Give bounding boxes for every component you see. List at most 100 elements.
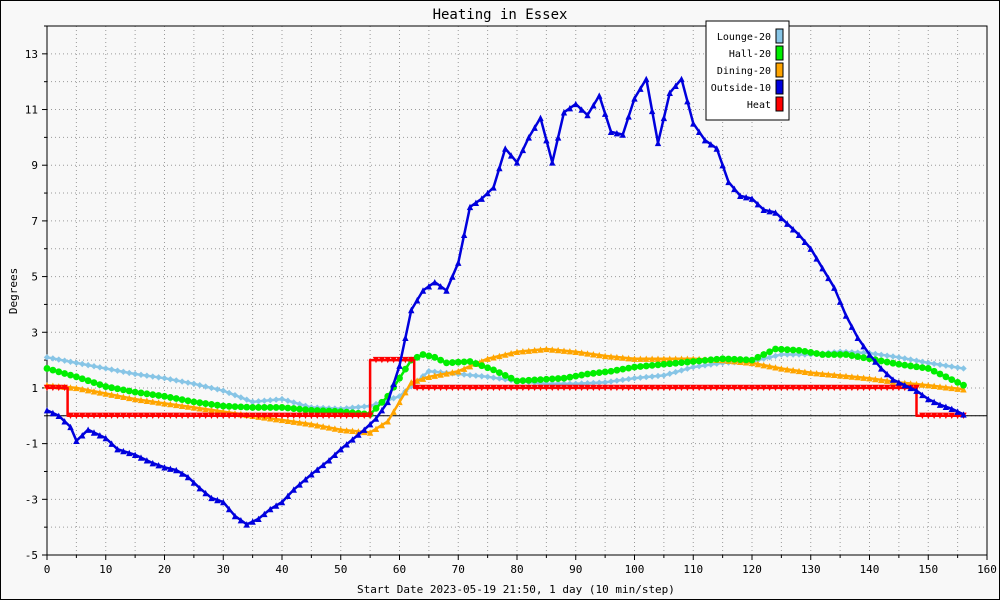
data-point-hall-20 bbox=[378, 399, 385, 406]
data-point-hall-20 bbox=[743, 356, 750, 363]
data-point-hall-20 bbox=[496, 369, 503, 376]
data-point-hall-20 bbox=[631, 364, 638, 371]
data-point-hall-20 bbox=[96, 381, 103, 388]
data-point-hall-20 bbox=[596, 369, 603, 376]
legend-label-hall-20: Hall-20 bbox=[729, 49, 771, 60]
data-point-hall-20 bbox=[696, 358, 703, 365]
data-point-hall-20 bbox=[643, 363, 650, 370]
data-point-hall-20 bbox=[860, 354, 867, 361]
data-point-hall-20 bbox=[232, 403, 239, 410]
data-point-hall-20 bbox=[931, 368, 938, 375]
data-point-hall-20 bbox=[249, 404, 256, 411]
data-point-hall-20 bbox=[55, 368, 62, 375]
data-point-hall-20 bbox=[531, 377, 538, 384]
data-point-hall-20 bbox=[67, 372, 74, 379]
data-point-hall-20 bbox=[813, 350, 820, 357]
data-point-hall-20 bbox=[790, 347, 797, 354]
data-point-hall-20 bbox=[455, 359, 462, 366]
data-point-hall-20 bbox=[273, 404, 280, 411]
y-tick-label: 11 bbox=[25, 104, 38, 117]
data-point-hall-20 bbox=[149, 391, 156, 398]
data-point-hall-20 bbox=[549, 375, 556, 382]
data-point-hall-20 bbox=[108, 384, 115, 391]
data-point-hall-20 bbox=[132, 389, 139, 396]
x-tick-label: 100 bbox=[625, 563, 645, 576]
data-point-hall-20 bbox=[284, 405, 291, 412]
data-point-hall-20 bbox=[472, 360, 479, 367]
data-point-hall-20 bbox=[478, 362, 485, 369]
data-point-hall-20 bbox=[660, 361, 667, 368]
data-point-hall-20 bbox=[831, 351, 838, 358]
data-point-hall-20 bbox=[848, 352, 855, 359]
data-point-hall-20 bbox=[907, 363, 914, 370]
data-point-hall-20 bbox=[91, 379, 98, 386]
legend-label-outside-10: Outside-10 bbox=[711, 83, 771, 94]
legend-swatch-lounge-20 bbox=[776, 29, 783, 43]
data-point-hall-20 bbox=[796, 347, 803, 354]
data-point-hall-20 bbox=[537, 376, 544, 383]
data-point-hall-20 bbox=[279, 404, 286, 411]
data-point-hall-20 bbox=[302, 406, 309, 413]
data-point-hall-20 bbox=[572, 373, 579, 380]
data-point-hall-20 bbox=[807, 349, 814, 356]
data-point-hall-20 bbox=[402, 366, 409, 373]
data-point-hall-20 bbox=[437, 357, 444, 364]
data-point-hall-20 bbox=[637, 363, 644, 370]
data-point-hall-20 bbox=[878, 358, 885, 365]
x-tick-label: 30 bbox=[217, 563, 230, 576]
y-tick-label: 3 bbox=[31, 326, 38, 339]
data-point-hall-20 bbox=[519, 377, 526, 384]
data-point-hall-20 bbox=[102, 383, 109, 390]
x-tick-label: 160 bbox=[977, 563, 997, 576]
data-point-hall-20 bbox=[625, 365, 632, 372]
x-tick-label: 10 bbox=[99, 563, 112, 576]
x-tick-label: 130 bbox=[801, 563, 821, 576]
data-point-hall-20 bbox=[772, 346, 779, 353]
data-point-hall-20 bbox=[267, 404, 274, 411]
y-tick-label: 5 bbox=[31, 271, 38, 284]
data-point-hall-20 bbox=[561, 375, 568, 382]
x-tick-label: 50 bbox=[334, 563, 347, 576]
data-point-hall-20 bbox=[226, 403, 233, 410]
data-point-hall-20 bbox=[954, 379, 961, 386]
data-point-hall-20 bbox=[443, 359, 450, 366]
x-tick-label: 110 bbox=[683, 563, 703, 576]
data-point-hall-20 bbox=[837, 351, 844, 358]
data-point-hall-20 bbox=[61, 370, 68, 377]
data-point-hall-20 bbox=[713, 356, 720, 363]
data-point-hall-20 bbox=[584, 371, 591, 378]
data-point-hall-20 bbox=[49, 367, 56, 374]
y-tick-label: 7 bbox=[31, 215, 38, 228]
data-point-hall-20 bbox=[79, 375, 86, 382]
y-axis-label: Degrees bbox=[7, 268, 20, 314]
legend-swatch-dining-20 bbox=[776, 63, 783, 77]
data-point-hall-20 bbox=[467, 358, 474, 365]
data-point-hall-20 bbox=[220, 403, 227, 410]
data-point-hall-20 bbox=[555, 375, 562, 382]
data-point-hall-20 bbox=[255, 404, 262, 411]
data-point-hall-20 bbox=[690, 358, 697, 365]
data-point-hall-20 bbox=[684, 359, 691, 366]
x-axis-label: Start Date 2023-05-19 21:50, 1 day (10 m… bbox=[357, 583, 675, 596]
data-point-hall-20 bbox=[484, 364, 491, 371]
legend: Lounge-20Hall-20Dining-20Outside-10Heat bbox=[706, 21, 789, 120]
data-point-hall-20 bbox=[296, 406, 303, 413]
data-point-hall-20 bbox=[749, 357, 756, 364]
x-tick-label: 40 bbox=[275, 563, 288, 576]
data-point-hall-20 bbox=[525, 377, 532, 384]
data-point-hall-20 bbox=[948, 376, 955, 383]
data-point-hall-20 bbox=[190, 398, 197, 405]
legend-swatch-heat bbox=[776, 97, 783, 111]
data-point-hall-20 bbox=[502, 372, 509, 379]
data-point-hall-20 bbox=[707, 356, 714, 363]
x-tick-label: 60 bbox=[393, 563, 406, 576]
data-point-hall-20 bbox=[590, 370, 597, 377]
data-point-hall-20 bbox=[173, 395, 180, 402]
x-tick-label: 70 bbox=[452, 563, 465, 576]
data-point-hall-20 bbox=[890, 360, 897, 367]
data-point-hall-20 bbox=[937, 371, 944, 378]
data-point-hall-20 bbox=[566, 374, 573, 381]
x-tick-label: 20 bbox=[158, 563, 171, 576]
